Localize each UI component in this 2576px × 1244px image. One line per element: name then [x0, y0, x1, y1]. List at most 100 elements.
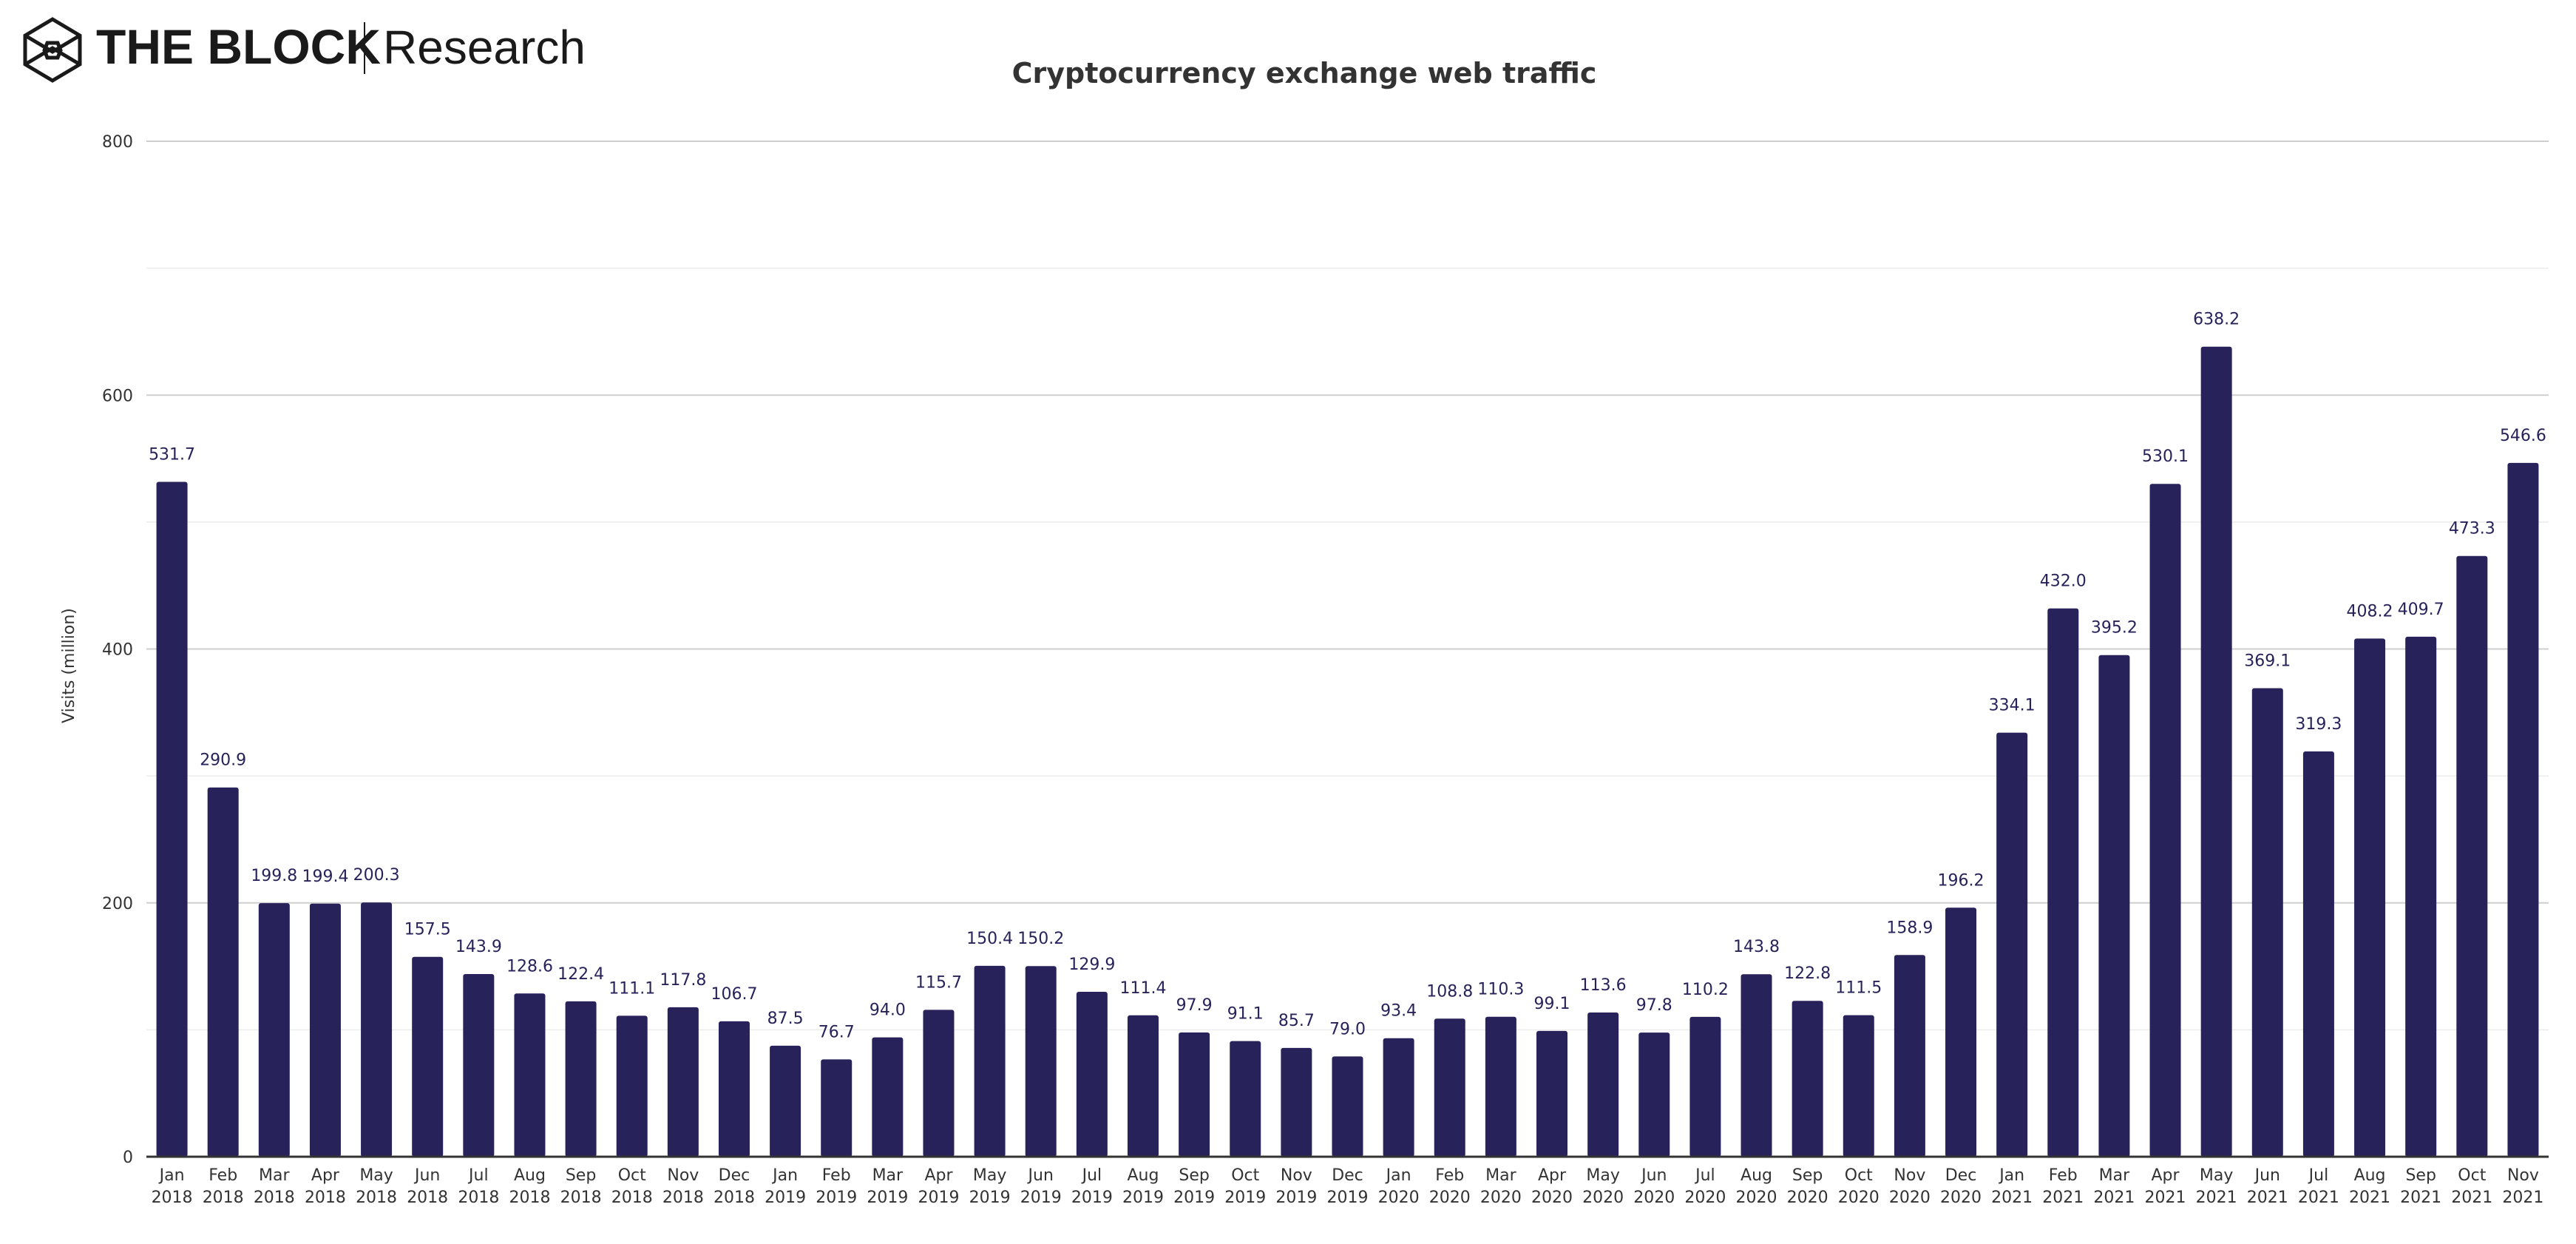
data-label: 128.6 — [506, 957, 553, 976]
data-label: 158.9 — [1886, 919, 1933, 937]
x-tick-label: Sep — [2405, 1166, 2436, 1185]
x-tick-label: Aug — [1128, 1166, 1159, 1185]
x-tick-label-year: 2020 — [1940, 1189, 1982, 1207]
data-label: 111.4 — [1119, 979, 1166, 998]
data-label: 110.3 — [1477, 981, 1524, 999]
data-label: 531.7 — [149, 445, 195, 464]
data-label: 150.4 — [966, 930, 1013, 948]
x-tick-label-year: 2021 — [2400, 1189, 2441, 1207]
x-tick-label-year: 2020 — [1838, 1189, 1880, 1207]
x-tick-label-year: 2021 — [2247, 1189, 2288, 1207]
x-tick-label-year: 2018 — [560, 1189, 602, 1207]
data-label: 110.2 — [1682, 981, 1729, 999]
x-tick-label: May — [973, 1166, 1006, 1185]
bar — [156, 481, 188, 1157]
x-tick-label: Feb — [1435, 1166, 1464, 1185]
data-label: 94.0 — [870, 1001, 906, 1020]
data-label: 76.7 — [818, 1023, 855, 1041]
bar — [1332, 1056, 1363, 1157]
bar — [1383, 1038, 1414, 1157]
x-tick-label-year: 2020 — [1582, 1189, 1624, 1207]
x-tick-label-year: 2018 — [662, 1189, 704, 1207]
bar — [2456, 555, 2488, 1157]
bar — [2251, 688, 2283, 1157]
data-label: 93.4 — [1380, 1002, 1417, 1021]
x-tick-label-year: 2018 — [305, 1189, 346, 1207]
x-tick-label-year: 2021 — [2042, 1189, 2084, 1207]
bar — [2047, 608, 2079, 1157]
x-tick-label-year: 2018 — [152, 1189, 193, 1207]
bar — [258, 903, 290, 1157]
x-tick-label: Mar — [259, 1166, 290, 1185]
x-tick-label: Apr — [924, 1166, 953, 1185]
x-tick-label: Oct — [1845, 1166, 1873, 1185]
x-tick-label: Nov — [1281, 1166, 1312, 1185]
bar — [514, 993, 546, 1157]
x-tick-label-year: 2019 — [867, 1189, 908, 1207]
data-label: 143.9 — [455, 938, 502, 956]
bar — [412, 956, 444, 1157]
x-tick-label: Jan — [158, 1166, 185, 1185]
x-tick-label-year: 2019 — [1275, 1189, 1317, 1207]
data-label: 473.3 — [2449, 520, 2495, 538]
x-tick-label: Dec — [1945, 1166, 1977, 1185]
data-label: 200.3 — [353, 866, 400, 885]
logo-subtitle: Research — [383, 21, 586, 74]
x-tick-label: Oct — [1231, 1166, 1259, 1185]
data-label: 87.5 — [767, 1010, 804, 1028]
bar — [2149, 484, 2181, 1157]
y-tick-label: 600 — [102, 387, 133, 405]
x-tick-label: Sep — [1792, 1166, 1823, 1185]
data-label: 106.7 — [711, 985, 757, 1004]
data-label: 91.1 — [1227, 1005, 1264, 1024]
x-tick-label-year: 2019 — [1327, 1189, 1369, 1207]
bar — [1741, 974, 1772, 1157]
data-label: 111.5 — [1835, 979, 1882, 998]
data-label: 199.8 — [251, 867, 297, 885]
x-tick-label-year: 2020 — [1531, 1189, 1573, 1207]
x-tick-label: Jan — [1385, 1166, 1411, 1185]
bar — [2098, 655, 2130, 1157]
x-tick-label: May — [359, 1166, 393, 1185]
x-tick-label-year: 2019 — [1122, 1189, 1164, 1207]
x-tick-label: May — [2200, 1166, 2233, 1185]
bar — [821, 1059, 853, 1157]
bar — [2302, 751, 2334, 1157]
data-label: 196.2 — [1938, 871, 1984, 890]
x-tick-label: Feb — [822, 1166, 851, 1185]
data-label: 111.1 — [609, 979, 655, 998]
bar — [1996, 732, 2028, 1157]
x-tick-label-year: 2019 — [1071, 1189, 1113, 1207]
x-tick-label: Aug — [1741, 1166, 1772, 1185]
data-label: 113.6 — [1580, 976, 1627, 995]
x-tick-label-year: 2020 — [1480, 1189, 1522, 1207]
x-tick-label-year: 2018 — [356, 1189, 397, 1207]
data-label: 530.1 — [2142, 447, 2189, 466]
x-tick-label-year: 2021 — [2451, 1189, 2492, 1207]
x-tick-label: Nov — [667, 1166, 699, 1185]
data-label: 638.2 — [2193, 311, 2240, 329]
bar — [1076, 992, 1108, 1157]
bar — [361, 902, 393, 1157]
y-tick-label: 400 — [102, 641, 133, 660]
data-label: 334.1 — [1989, 697, 2036, 715]
data-label: 369.1 — [2244, 652, 2291, 671]
data-label: 117.8 — [660, 971, 706, 990]
x-tick-label: Jul — [1081, 1166, 1102, 1185]
data-label: 290.9 — [200, 751, 246, 770]
x-tick-label: May — [1586, 1166, 1619, 1185]
x-tick-label-year: 2020 — [1736, 1189, 1777, 1207]
x-tick-label: Jul — [2308, 1166, 2329, 1185]
data-label: 143.8 — [1733, 938, 1780, 956]
cube-logo-icon — [23, 17, 82, 83]
bar — [2405, 636, 2437, 1157]
data-label: 129.9 — [1068, 956, 1115, 974]
x-tick-label: Feb — [209, 1166, 237, 1185]
x-tick-label-year: 2020 — [1684, 1189, 1726, 1207]
data-label: 319.3 — [2295, 715, 2342, 734]
x-tick-label-year: 2018 — [458, 1189, 499, 1207]
x-tick-label-year: 2019 — [765, 1189, 806, 1207]
x-tick-label-year: 2019 — [816, 1189, 857, 1207]
bar — [667, 1007, 699, 1157]
